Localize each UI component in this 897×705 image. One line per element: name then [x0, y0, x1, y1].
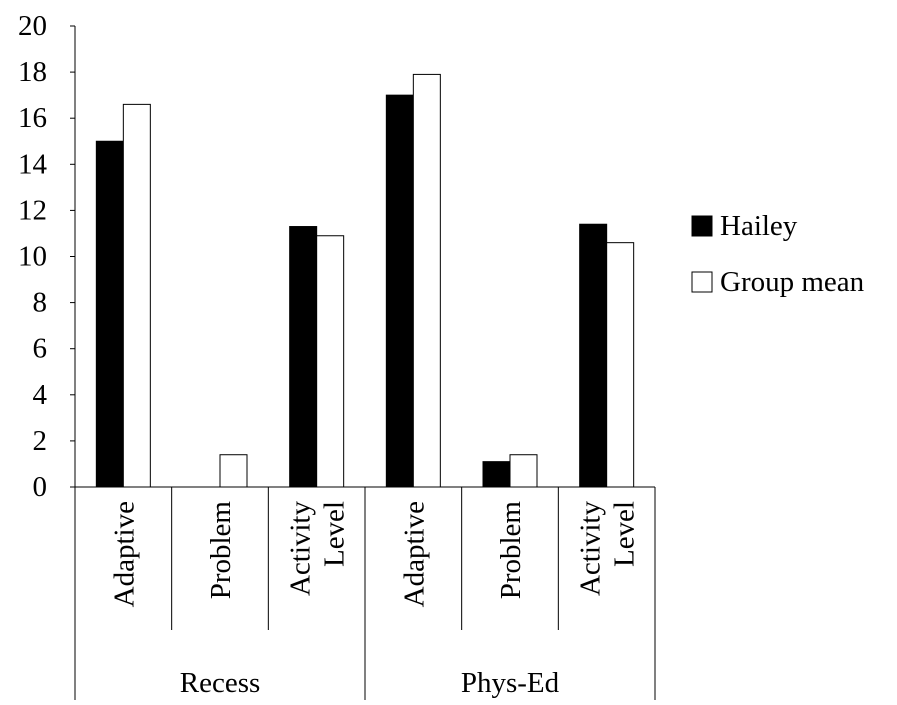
x-tick-label: Adaptive — [108, 501, 140, 607]
y-tick-label: 0 — [33, 471, 48, 503]
axis-labels: 0 2 4 6 8 10 12 14 16 18 20 Adaptive Problem Activity… — [18, 10, 641, 699]
x-tick-label: Level — [319, 501, 351, 567]
bar-hailey — [579, 223, 608, 488]
y-tick-label: 8 — [33, 287, 48, 319]
y-tick-label: 4 — [33, 379, 48, 411]
bar-hailey — [482, 461, 511, 488]
group-label: Phys-Ed — [461, 667, 560, 699]
y-tick-label: 16 — [18, 102, 47, 134]
group-label: Recess — [180, 667, 261, 699]
x-tick-label: Activity — [285, 501, 317, 597]
y-tick-label: 14 — [18, 148, 48, 180]
axes — [70, 25, 656, 700]
x-tick-label: Level — [609, 501, 641, 567]
y-tick-label: 12 — [18, 194, 47, 226]
y-tick-label: 10 — [18, 241, 47, 273]
y-tick-label: 2 — [33, 425, 48, 457]
x-tick-label: Problem — [205, 501, 237, 600]
bar-group-mean — [509, 454, 538, 488]
y-tick-label: 6 — [33, 333, 48, 365]
bar-group-mean — [122, 103, 151, 488]
y-tick-label: 18 — [18, 56, 47, 88]
bar-group-mean — [412, 73, 441, 488]
bar-group-mean — [219, 454, 248, 488]
legend-swatch-group-mean — [691, 271, 713, 293]
bar-hailey — [385, 94, 414, 488]
bars — [95, 73, 635, 488]
bar-hailey — [95, 140, 124, 488]
x-tick-label: Problem — [495, 501, 527, 600]
x-tick-label: Adaptive — [398, 501, 430, 607]
legend-label: Hailey — [720, 210, 798, 242]
bar-group-mean — [316, 235, 345, 488]
legend-swatch-hailey — [691, 215, 713, 237]
bar-hailey — [289, 226, 318, 488]
legend-label: Group mean — [720, 266, 865, 298]
y-tick-label: 20 — [18, 10, 47, 42]
bar-group-mean — [606, 242, 635, 488]
x-tick-label: Activity — [575, 501, 607, 597]
legend: Hailey Group mean — [691, 210, 865, 298]
